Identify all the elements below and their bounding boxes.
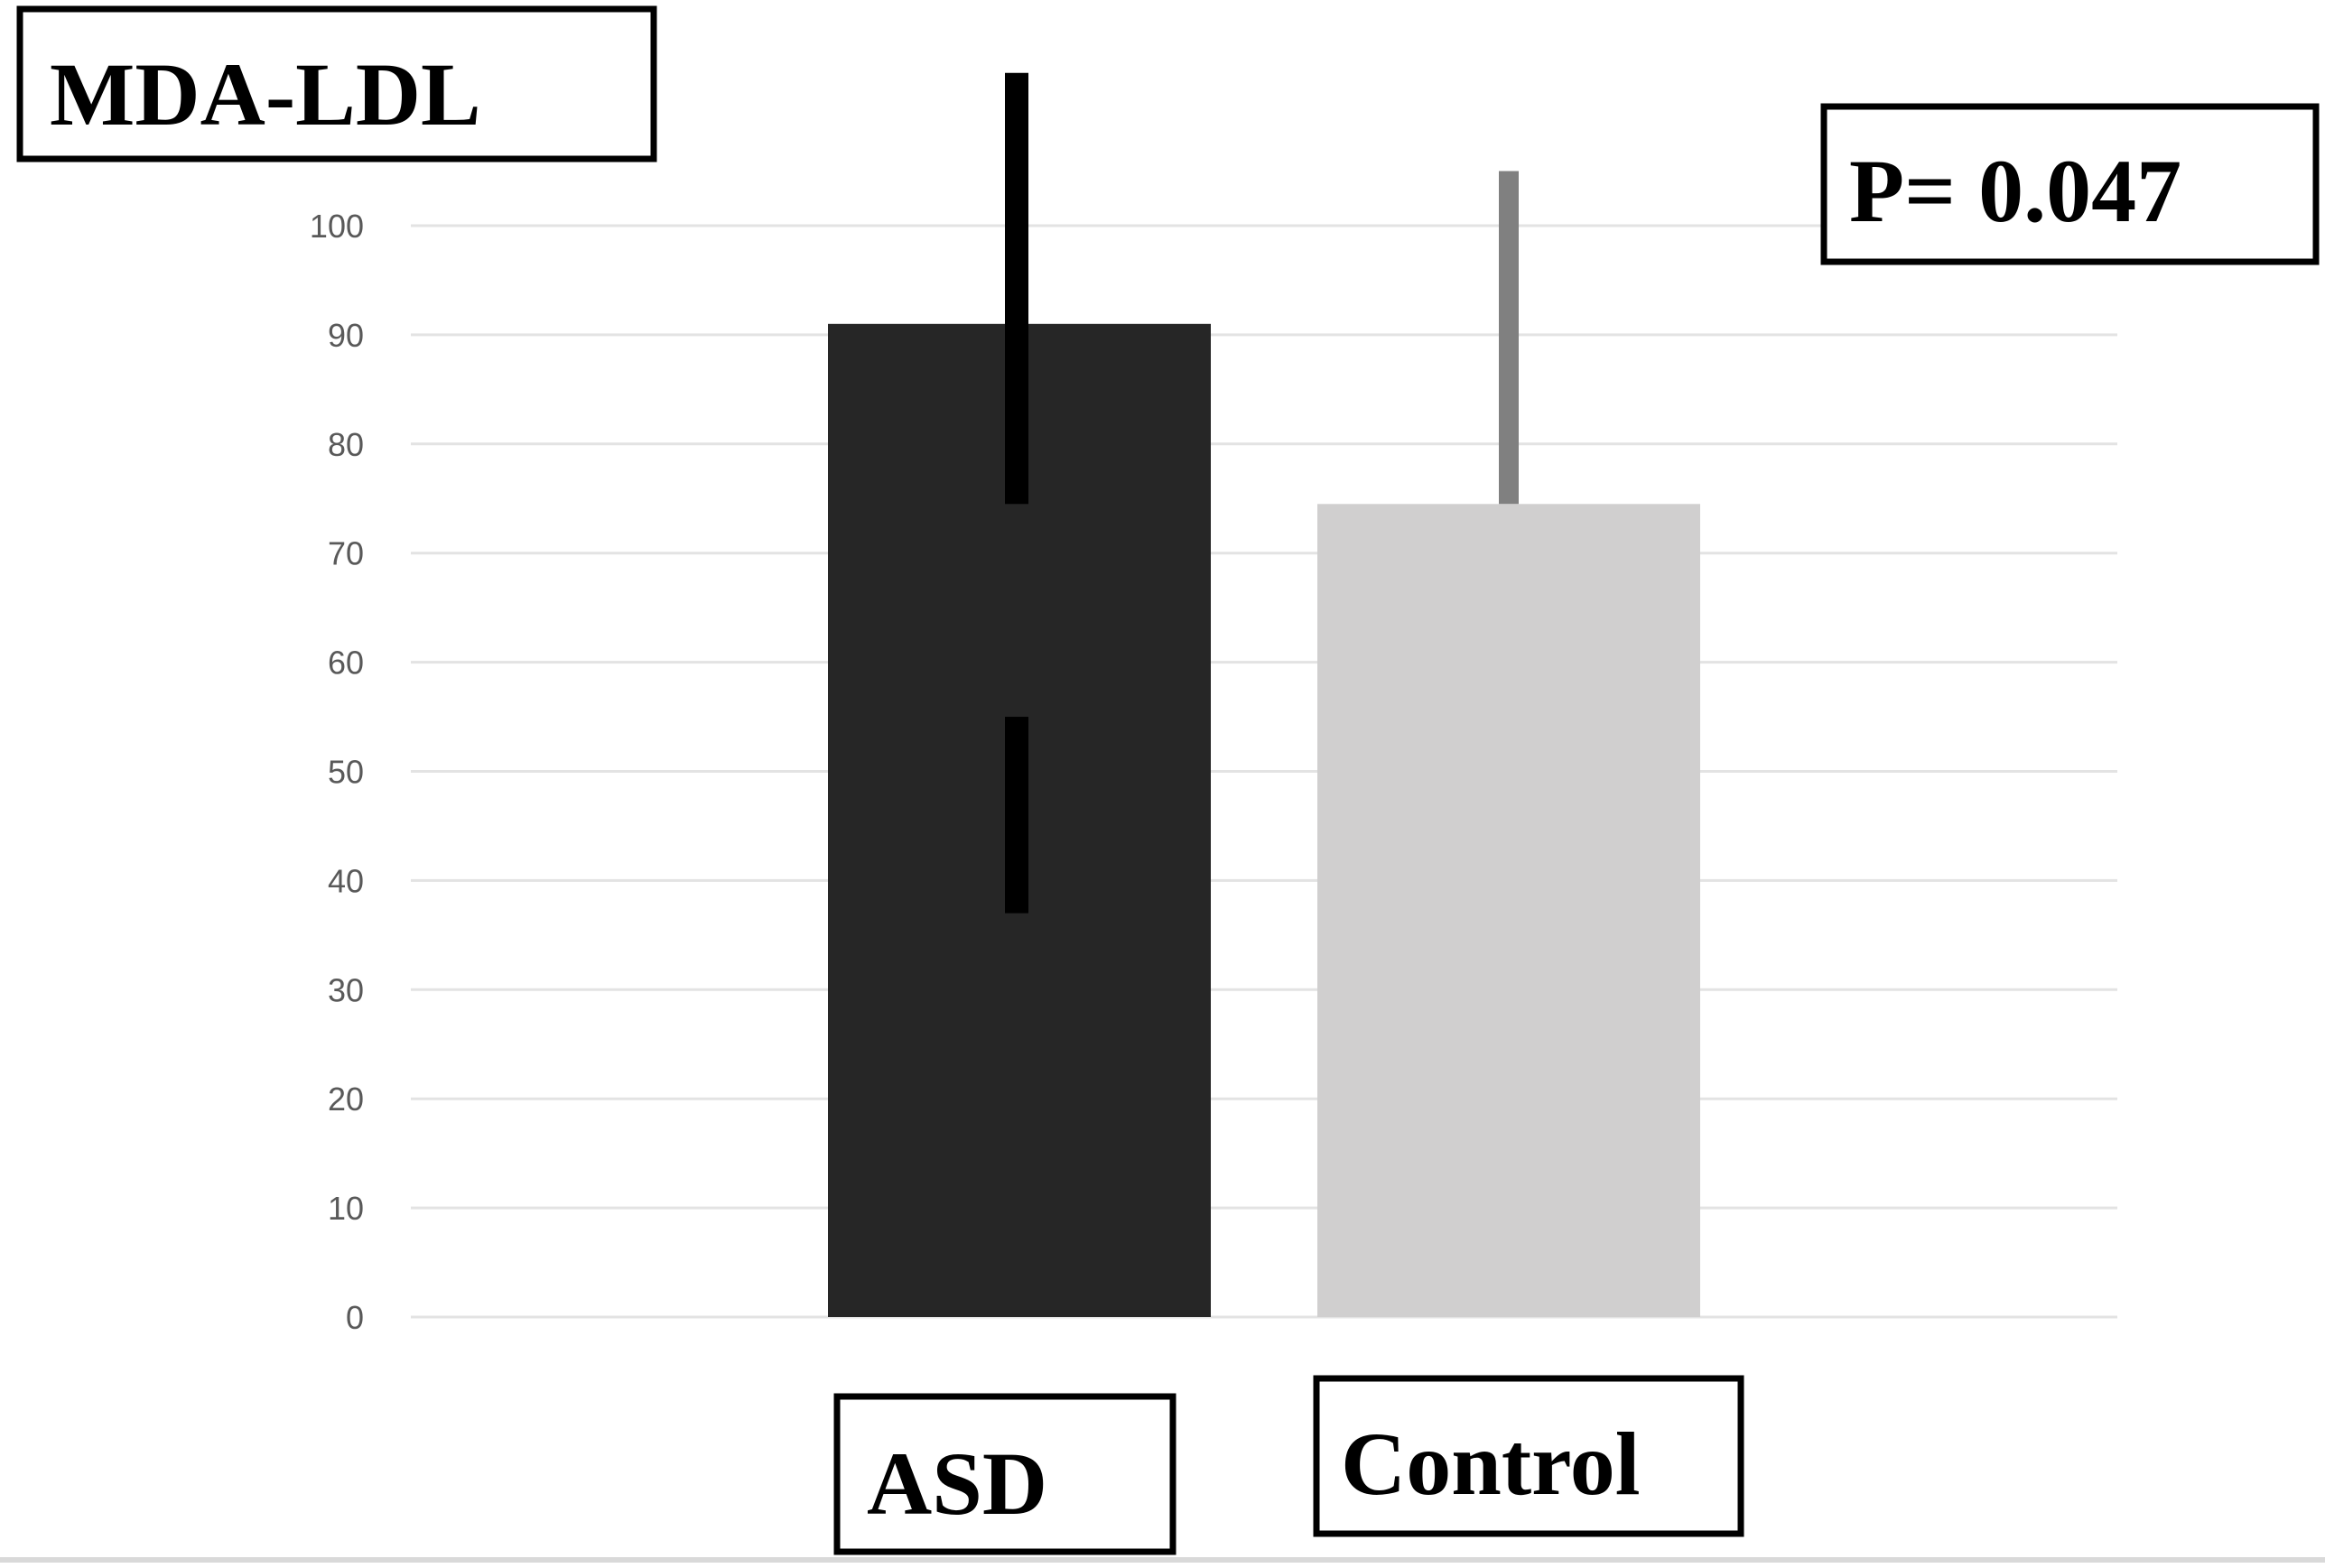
error-bar-gap xyxy=(1004,504,1029,718)
p-value-box: P= 0.047 xyxy=(1820,103,2320,265)
y-tick-label: 20 xyxy=(328,1081,364,1118)
title-box: MDA-LDL xyxy=(16,5,657,162)
bars xyxy=(828,323,1700,1317)
y-tick-label: 100 xyxy=(310,208,364,245)
y-tick-label: 60 xyxy=(328,645,364,682)
y-tick-label: 0 xyxy=(346,1299,364,1336)
category-box-control: Control xyxy=(1313,1375,1744,1537)
y-tick-label: 30 xyxy=(328,971,364,1008)
y-tick-labels: 0 10 20 30 40 50 60 70 80 90 100 xyxy=(310,208,364,1336)
gridlines xyxy=(411,224,2117,1319)
chart-title: MDA-LDL xyxy=(50,44,481,144)
category-box-asd: ASD xyxy=(833,1393,1176,1555)
y-tick-label: 50 xyxy=(328,754,364,791)
bar-control xyxy=(1317,504,1700,1317)
y-tick-label: 90 xyxy=(328,317,364,354)
x-tick-label: ASD xyxy=(867,1433,1047,1534)
y-tick-label: 70 xyxy=(328,535,364,572)
y-tick-label: 40 xyxy=(328,862,364,899)
error-bars xyxy=(1004,72,1519,914)
y-tick-label: 80 xyxy=(328,426,364,463)
p-value-label: P= 0.047 xyxy=(1849,141,2181,241)
x-tick-label: Control xyxy=(1341,1414,1641,1514)
y-tick-label: 10 xyxy=(328,1190,364,1227)
